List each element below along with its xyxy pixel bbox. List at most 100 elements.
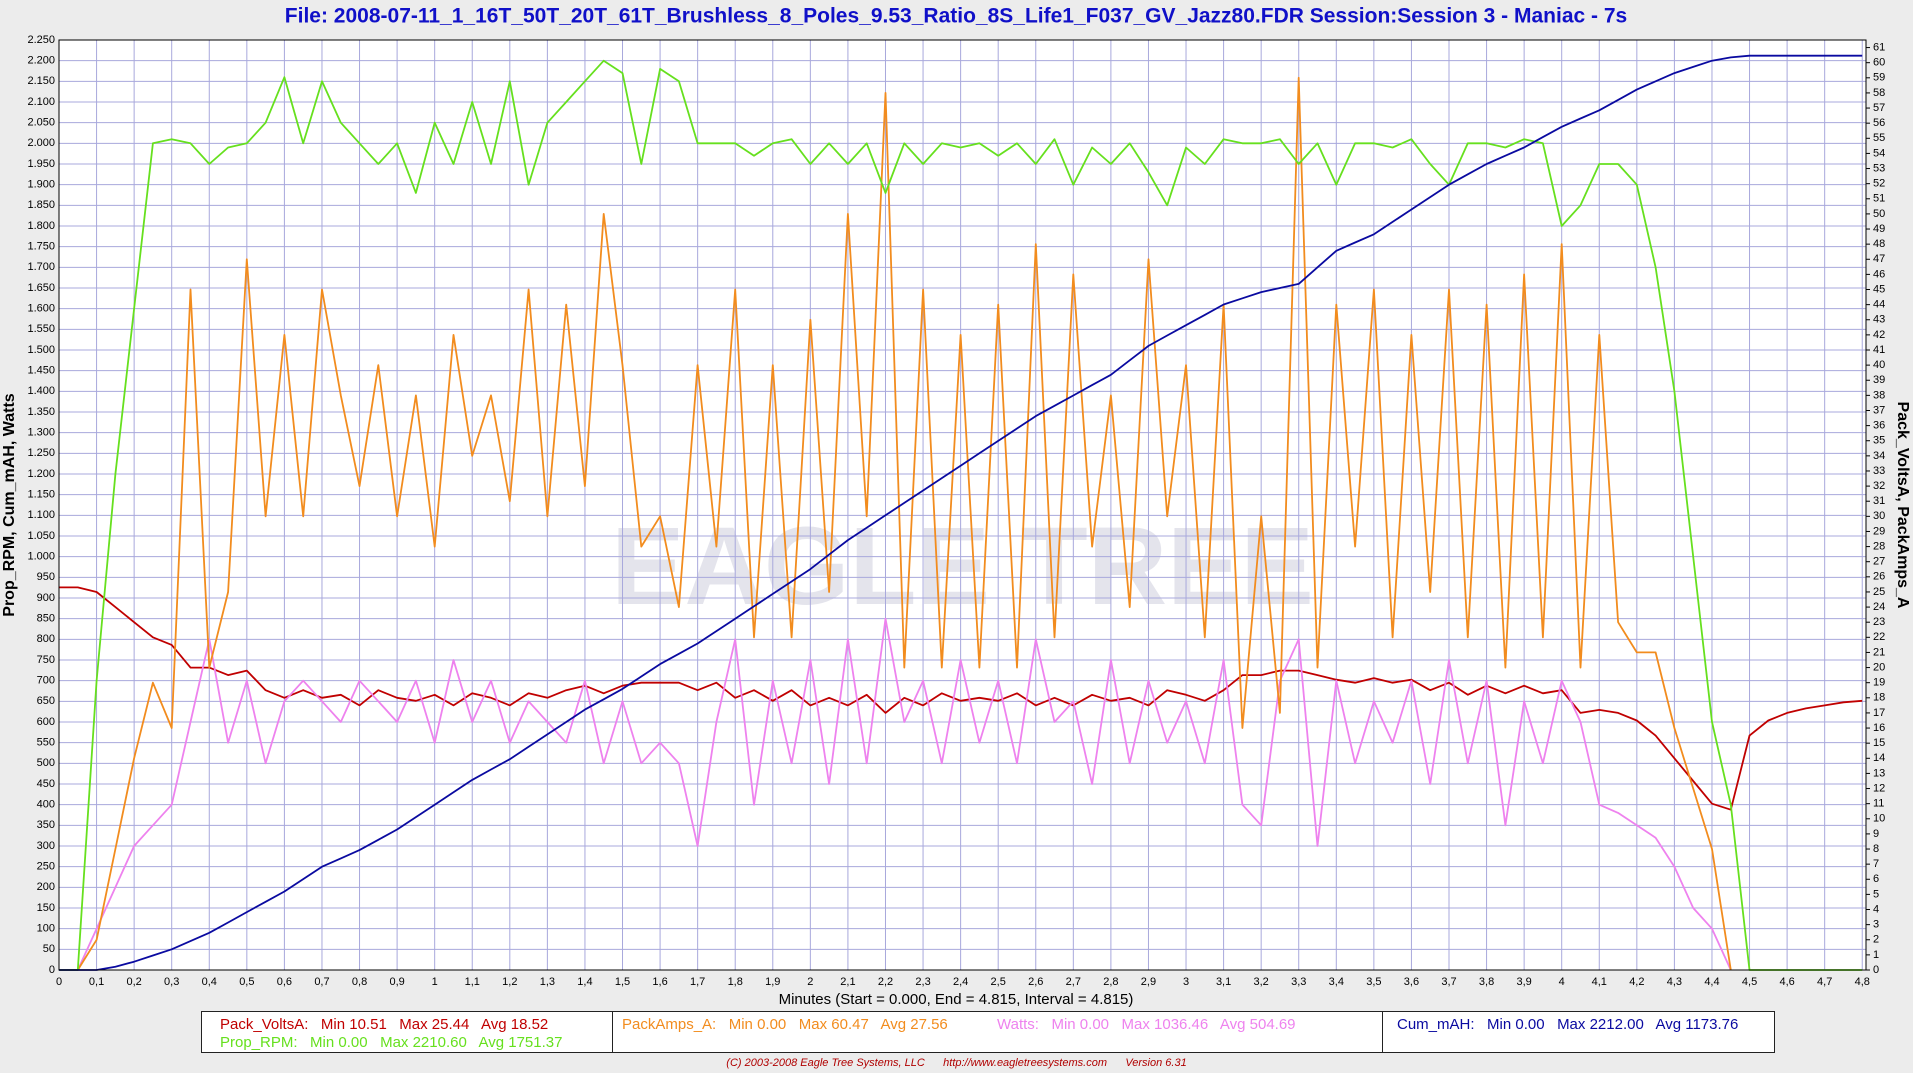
legend-divider (612, 1012, 613, 1052)
x-tick-label: 1,5 (615, 976, 630, 988)
y-tick-label: 750 (37, 654, 55, 666)
x-tick-label: 0,9 (389, 976, 404, 988)
y2-tick-label: 47 (1873, 253, 1885, 265)
y2-tick-label: 0 (1873, 964, 1879, 976)
y-tick-label: 1.400 (27, 385, 55, 397)
footer-text: http://www.eagletreesystems.com (943, 1057, 1107, 1069)
y-tick-label: 2.250 (27, 34, 55, 46)
x-tick-label: 0,5 (239, 976, 254, 988)
plot-area (58, 39, 1867, 971)
y2-tick-label: 1 (1873, 949, 1879, 961)
y2-tick-label: 24 (1873, 601, 1885, 613)
y2-tick-label: 61 (1873, 41, 1885, 53)
x-tick-label: 2,6 (1028, 976, 1043, 988)
x-tick-label: 3,8 (1479, 976, 1494, 988)
y2-tick-label: 11 (1873, 798, 1884, 810)
legend-entry: PackAmps_A: Min 0.00 Max 60.47 Avg 27.56 (622, 1016, 948, 1033)
x-tick-label: 0 (56, 976, 62, 988)
legend-name: Prop_RPM: (220, 1034, 298, 1051)
x-tick-label: 0,8 (352, 976, 367, 988)
y2-tick-label: 50 (1873, 208, 1885, 220)
legend-name: Pack_VoltsA: (220, 1016, 309, 1033)
y2-tick-label: 49 (1873, 223, 1885, 235)
x-tick-label: 3,7 (1441, 976, 1456, 988)
y-tick-label: 550 (37, 737, 55, 749)
y2-tick-label: 18 (1873, 692, 1885, 704)
y-tick-label: 400 (37, 799, 55, 811)
y2-axis-label: Pack_VoltsA, PackAmps_A (1894, 402, 1911, 609)
y-tick-label: 2.200 (27, 55, 55, 67)
y-tick-label: 1.350 (27, 406, 55, 418)
x-tick-label: 1,8 (728, 976, 743, 988)
series-line (59, 76, 1732, 971)
x-tick-label: 1,3 (540, 976, 555, 988)
y-tick-label: 1.150 (27, 489, 55, 501)
x-tick-label: 4,1 (1592, 976, 1607, 988)
y2-tick-label: 17 (1873, 707, 1885, 719)
y-tick-label: 150 (37, 902, 55, 914)
x-tick-label: 1 (432, 976, 438, 988)
y-tick-label: 300 (37, 840, 55, 852)
x-tick-label: 2,8 (1103, 976, 1118, 988)
y-tick-label: 100 (37, 923, 55, 935)
y-tick-label: 1.600 (27, 303, 55, 315)
y-tick-label: 600 (37, 716, 55, 728)
x-tick-label: 0,7 (314, 976, 329, 988)
legend-divider (1382, 1012, 1383, 1052)
y-tick-label: 700 (37, 675, 55, 687)
x-tick-label: 3,3 (1291, 976, 1306, 988)
y2-tick-label: 9 (1873, 828, 1879, 840)
y-tick-label: 1.700 (27, 261, 55, 273)
x-tick-label: 1,2 (502, 976, 517, 988)
y2-tick-label: 37 (1873, 404, 1885, 416)
x-tick-label: 0,1 (89, 976, 104, 988)
y2-tick-label: 26 (1873, 571, 1885, 583)
y2-tick-label: 3 (1873, 919, 1879, 931)
y2-tick-label: 8 (1873, 843, 1879, 855)
y2-tick-label: 31 (1873, 495, 1885, 507)
series-line (59, 617, 1732, 971)
x-tick-label: 4,3 (1667, 976, 1682, 988)
y2-tick-label: 57 (1873, 102, 1885, 114)
x-tick-label: 4,7 (1817, 976, 1832, 988)
y-tick-label: 650 (37, 695, 55, 707)
footer: (C) 2003-2008 Eagle Tree Systems, LLC ht… (0, 1057, 1913, 1069)
legend-name: Watts: (997, 1016, 1039, 1033)
x-tick-label: 0,3 (164, 976, 179, 988)
legend-stats: Min 10.51 Max 25.44 Avg 18.52 (320, 1016, 549, 1033)
y-tick-label: 850 (37, 613, 55, 625)
x-tick-label: 2,1 (840, 976, 855, 988)
x-tick-label: 2,2 (878, 976, 893, 988)
y2-tick-label: 48 (1873, 238, 1885, 250)
y2-tick-label: 14 (1873, 752, 1885, 764)
y2-tick-label: 4 (1873, 903, 1879, 915)
y-tick-label: 1.000 (27, 551, 55, 563)
y-tick-label: 450 (37, 778, 55, 790)
x-tick-label: 4,2 (1629, 976, 1644, 988)
y2-tick-label: 19 (1873, 677, 1885, 689)
x-tick-label: 1,7 (690, 976, 705, 988)
y2-tick-label: 38 (1873, 389, 1885, 401)
y2-tick-label: 39 (1873, 374, 1885, 386)
y2-tick-label: 34 (1873, 450, 1885, 462)
y2-tick-label: 46 (1873, 268, 1885, 280)
y2-tick-label: 55 (1873, 132, 1885, 144)
y-tick-label: 50 (43, 943, 55, 955)
y2-tick-label: 52 (1873, 178, 1885, 190)
y-tick-label: 1.300 (27, 427, 55, 439)
y-tick-label: 1.950 (27, 158, 55, 170)
legend-stats: Min 0.00 Max 60.47 Avg 27.56 (728, 1016, 948, 1033)
x-tick-label: 1,9 (765, 976, 780, 988)
x-tick-label: 0,4 (202, 976, 217, 988)
y-tick-label: 2.150 (27, 75, 55, 87)
x-tick-label: 4,5 (1742, 976, 1757, 988)
legend: Pack_VoltsA: Min 10.51 Max 25.44 Avg 18.… (201, 1011, 1775, 1053)
y-tick-label: 800 (37, 633, 55, 645)
x-tick-label: 2,4 (953, 976, 968, 988)
y-tick-label: 2.100 (27, 96, 55, 108)
x-axis-label: Minutes (Start = 0.000, End = 4.815, Int… (779, 991, 1134, 1008)
y2-tick-label: 15 (1873, 737, 1885, 749)
y-tick-label: 1.800 (27, 220, 55, 232)
